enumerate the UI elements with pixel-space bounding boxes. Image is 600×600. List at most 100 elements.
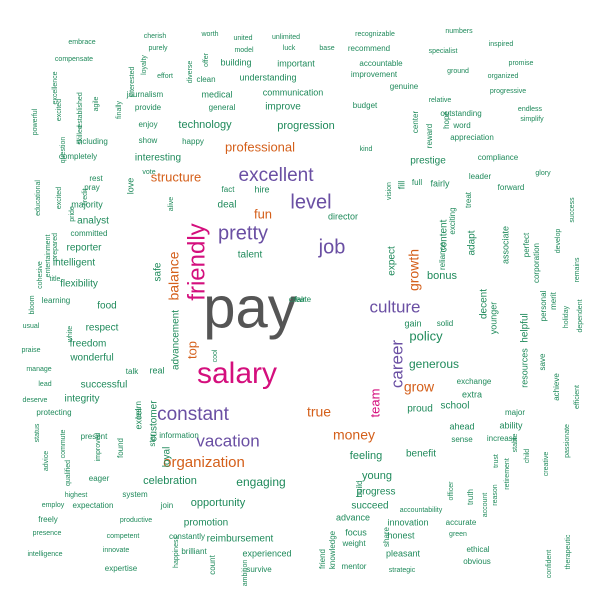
cloud-word-improve: improve: [265, 102, 301, 113]
cloud-word-compensate: compensate: [55, 56, 93, 63]
cloud-word-food: food: [97, 301, 116, 312]
cloud-word-team: team: [367, 389, 382, 418]
cloud-word-innovate: innovate: [103, 547, 130, 554]
cloud-word-rest: rest: [89, 174, 103, 183]
cloud-word-balance: balance: [166, 251, 182, 300]
cloud-word-major: major: [505, 408, 525, 417]
cloud-word-agile: agile: [93, 97, 100, 112]
cloud-word-strategic: strategic: [389, 567, 416, 574]
cloud-word-green: green: [449, 531, 467, 538]
cloud-word-excel: excel: [133, 408, 143, 429]
cloud-word-reimbursement: reimbursement: [207, 534, 274, 545]
cloud-word-ability: ability: [499, 420, 523, 430]
cloud-word-excellence: excellence: [52, 71, 59, 104]
cloud-word-understanding: understanding: [239, 72, 296, 82]
cloud-word-increase: increase: [487, 434, 518, 443]
cloud-word-successful: successful: [81, 380, 128, 391]
cloud-word-personal: personal: [539, 290, 548, 321]
cloud-word-vacation: vacation: [196, 431, 259, 450]
cloud-word-appreciation: appreciation: [450, 133, 494, 142]
cloud-word-wonderful: wonderful: [69, 353, 113, 364]
cloud-word-perfect: perfect: [522, 232, 531, 257]
cloud-word-cherish: cherish: [144, 33, 167, 40]
cloud-word-learn: learn: [134, 401, 143, 419]
cloud-word-enjoy: enjoy: [138, 120, 157, 129]
cloud-word-money: money: [333, 427, 375, 443]
cloud-word-model: model: [234, 47, 254, 54]
cloud-word-interested: interested: [129, 67, 136, 98]
cloud-word-center: center: [411, 111, 420, 134]
cloud-word-title: title: [50, 276, 61, 283]
cloud-word-loyal: loyal: [162, 447, 173, 468]
cloud-word-forward: forward: [498, 183, 525, 192]
cloud-word-mentor: mentor: [342, 562, 367, 571]
cloud-word-remains: remains: [574, 257, 581, 282]
cloud-word-ground: ground: [447, 68, 469, 75]
cloud-word-specialist: specialist: [429, 48, 458, 55]
cloud-word-progression: progression: [277, 120, 334, 132]
cloud-word-build: build: [355, 481, 364, 498]
cloud-word-vote: vote: [142, 169, 155, 176]
cloud-word-bloom: bloom: [29, 295, 36, 314]
cloud-word-pleasant: pleasant: [386, 548, 421, 558]
cloud-word-question: question: [60, 137, 67, 164]
cloud-word-usual: usual: [23, 323, 40, 330]
cloud-word-freely: freely: [38, 515, 58, 524]
cloud-word-established: established: [77, 92, 84, 128]
cloud-word-leader: leader: [469, 172, 492, 181]
cloud-word-therapeutic: therapeutic: [565, 534, 572, 569]
cloud-word-younger: younger: [488, 302, 498, 335]
cloud-word-clean: clean: [196, 75, 215, 84]
cloud-word-school: school: [441, 401, 470, 412]
cloud-word-holiday: holiday: [563, 305, 570, 328]
cloud-word-commute: commute: [60, 430, 67, 459]
cloud-word-ambition: ambition: [242, 560, 249, 587]
cloud-word-pray: pray: [84, 183, 100, 192]
cloud-word-improved: improved: [95, 433, 102, 462]
cloud-word-opportunity: opportunity: [191, 497, 246, 509]
cloud-word-exchange: exchange: [457, 377, 492, 386]
cloud-word-accurate: accurate: [446, 518, 477, 527]
cloud-word-career: career: [387, 340, 406, 389]
cloud-word-skilled: skilled: [77, 125, 84, 145]
cloud-word-protecting: protecting: [36, 408, 71, 417]
cloud-word-budget: budget: [353, 101, 378, 110]
cloud-word-respect: respect: [86, 323, 119, 334]
cloud-word-glory: glory: [535, 170, 551, 177]
cloud-word-alive: alive: [168, 197, 175, 212]
cloud-word-productive: productive: [120, 517, 152, 524]
cloud-word-analyst: analyst: [77, 216, 109, 227]
cloud-word-excellent: excellent: [239, 165, 315, 186]
cloud-word-united: united: [233, 35, 252, 42]
cloud-word-purely: purely: [148, 45, 168, 52]
cloud-word-benefit: benefit: [406, 449, 436, 460]
cloud-word-found: found: [116, 438, 125, 458]
cloud-word-word: word: [452, 121, 470, 130]
cloud-word-stable: stable: [512, 434, 519, 453]
cloud-word-completely: completely: [59, 152, 97, 161]
cloud-word-medical: medical: [201, 89, 232, 99]
cloud-word-offer: offer: [203, 52, 210, 67]
cloud-word-educational: educational: [35, 180, 42, 216]
cloud-word-focus: focus: [345, 527, 367, 537]
cloud-word-policy: policy: [409, 328, 443, 343]
cloud-word-deal: deal: [218, 200, 237, 211]
cloud-word-talk: talk: [126, 367, 139, 376]
cloud-word-hire: hire: [254, 184, 269, 194]
cloud-word-star: star: [148, 433, 157, 447]
cloud-word-constantly: constantly: [169, 532, 205, 541]
cloud-word-grow: grow: [404, 379, 435, 395]
cloud-word-salary: salary: [197, 357, 277, 390]
cloud-word-full: full: [412, 178, 422, 187]
cloud-word-committed: committed: [71, 229, 108, 238]
cloud-word-promotion: promotion: [184, 518, 228, 529]
cloud-word-adapt: adapt: [467, 230, 478, 255]
cloud-word-endless: endless: [518, 106, 543, 113]
cloud-word-reliance: reliance: [438, 241, 447, 270]
cloud-word-job: job: [318, 236, 346, 258]
cloud-word-corporation: corporation: [532, 243, 541, 283]
cloud-word-succeed: succeed: [351, 501, 388, 512]
cloud-word-growth: growth: [406, 249, 422, 291]
cloud-word-inspired: inspired: [489, 41, 514, 48]
